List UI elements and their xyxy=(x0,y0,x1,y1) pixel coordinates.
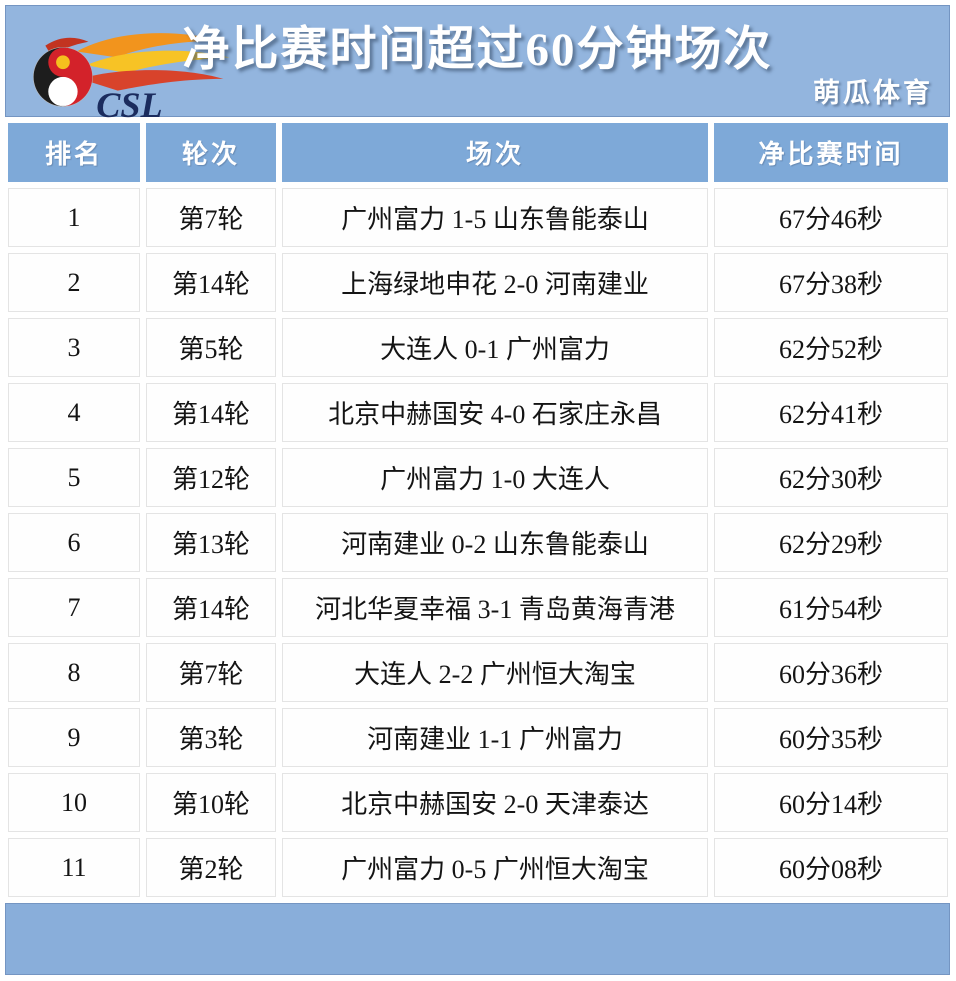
match-cell: 河南建业 1-1 广州富力 xyxy=(282,708,708,767)
time-cell: 62分41秒 xyxy=(714,383,948,442)
match-cell: 河北华夏幸福 3-1 青岛黄海青港 xyxy=(282,578,708,637)
rank-cell: 6 xyxy=(8,513,140,572)
footer-bar xyxy=(5,903,950,975)
time-cell: 60分08秒 xyxy=(714,838,948,897)
round-cell: 第7轮 xyxy=(146,643,276,702)
rank-cell: 3 xyxy=(8,318,140,377)
match-cell: 大连人 0-1 广州富力 xyxy=(282,318,708,377)
csl-logo-icon: CSL xyxy=(33,33,230,125)
rank-cell: 1 xyxy=(8,188,140,247)
header-cell-match: 场次 xyxy=(282,123,708,182)
time-cell: 60分14秒 xyxy=(714,773,948,832)
rank-cell: 9 xyxy=(8,708,140,767)
round-cell: 第14轮 xyxy=(146,578,276,637)
round-cell: 第14轮 xyxy=(146,253,276,312)
round-cell: 第5轮 xyxy=(146,318,276,377)
rank-cell: 11 xyxy=(8,838,140,897)
time-cell: 62分52秒 xyxy=(714,318,948,377)
time-cell: 62分30秒 xyxy=(714,448,948,507)
header-cell-rank: 排名 xyxy=(8,123,140,182)
round-cell: 第12轮 xyxy=(146,448,276,507)
round-cell: 第7轮 xyxy=(146,188,276,247)
banner: CSL 净比赛时间超过60分钟场次 萌瓜体育 xyxy=(5,5,950,125)
match-cell: 大连人 2-2 广州恒大淘宝 xyxy=(282,643,708,702)
time-cell: 67分38秒 xyxy=(714,253,948,312)
match-cell: 上海绿地申花 2-0 河南建业 xyxy=(282,253,708,312)
brand-label: 萌瓜体育 xyxy=(813,78,933,108)
match-cell: 广州富力 1-5 山东鲁能泰山 xyxy=(282,188,708,247)
header-cell-time: 净比赛时间 xyxy=(714,123,948,182)
time-cell: 60分36秒 xyxy=(714,643,948,702)
round-cell: 第13轮 xyxy=(146,513,276,572)
time-cell: 62分29秒 xyxy=(714,513,948,572)
round-cell: 第14轮 xyxy=(146,383,276,442)
match-cell: 河南建业 0-2 山东鲁能泰山 xyxy=(282,513,708,572)
match-cell: 广州富力 0-5 广州恒大淘宝 xyxy=(282,838,708,897)
rank-cell: 4 xyxy=(8,383,140,442)
results-table: 排名 轮次 场次 净比赛时间 1 第7轮 广州富力 1-5 山东鲁能泰山 67分… xyxy=(8,123,948,897)
csl-wordmark: CSL xyxy=(96,85,162,121)
rank-cell: 5 xyxy=(8,448,140,507)
header-cell-round: 轮次 xyxy=(146,123,276,182)
match-cell: 北京中赫国安 4-0 石家庄永昌 xyxy=(282,383,708,442)
time-cell: 61分54秒 xyxy=(714,578,948,637)
rank-cell: 2 xyxy=(8,253,140,312)
csl-logo: CSL xyxy=(16,26,241,125)
rank-cell: 8 xyxy=(8,643,140,702)
round-cell: 第2轮 xyxy=(146,838,276,897)
rank-cell: 10 xyxy=(8,773,140,832)
match-cell: 北京中赫国安 2-0 天津泰达 xyxy=(282,773,708,832)
time-cell: 60分35秒 xyxy=(714,708,948,767)
round-cell: 第10轮 xyxy=(146,773,276,832)
rank-cell: 7 xyxy=(8,578,140,637)
match-cell: 广州富力 1-0 大连人 xyxy=(282,448,708,507)
time-cell: 67分46秒 xyxy=(714,188,948,247)
round-cell: 第3轮 xyxy=(146,708,276,767)
page-title: 净比赛时间超过60分钟场次 xyxy=(182,24,773,76)
